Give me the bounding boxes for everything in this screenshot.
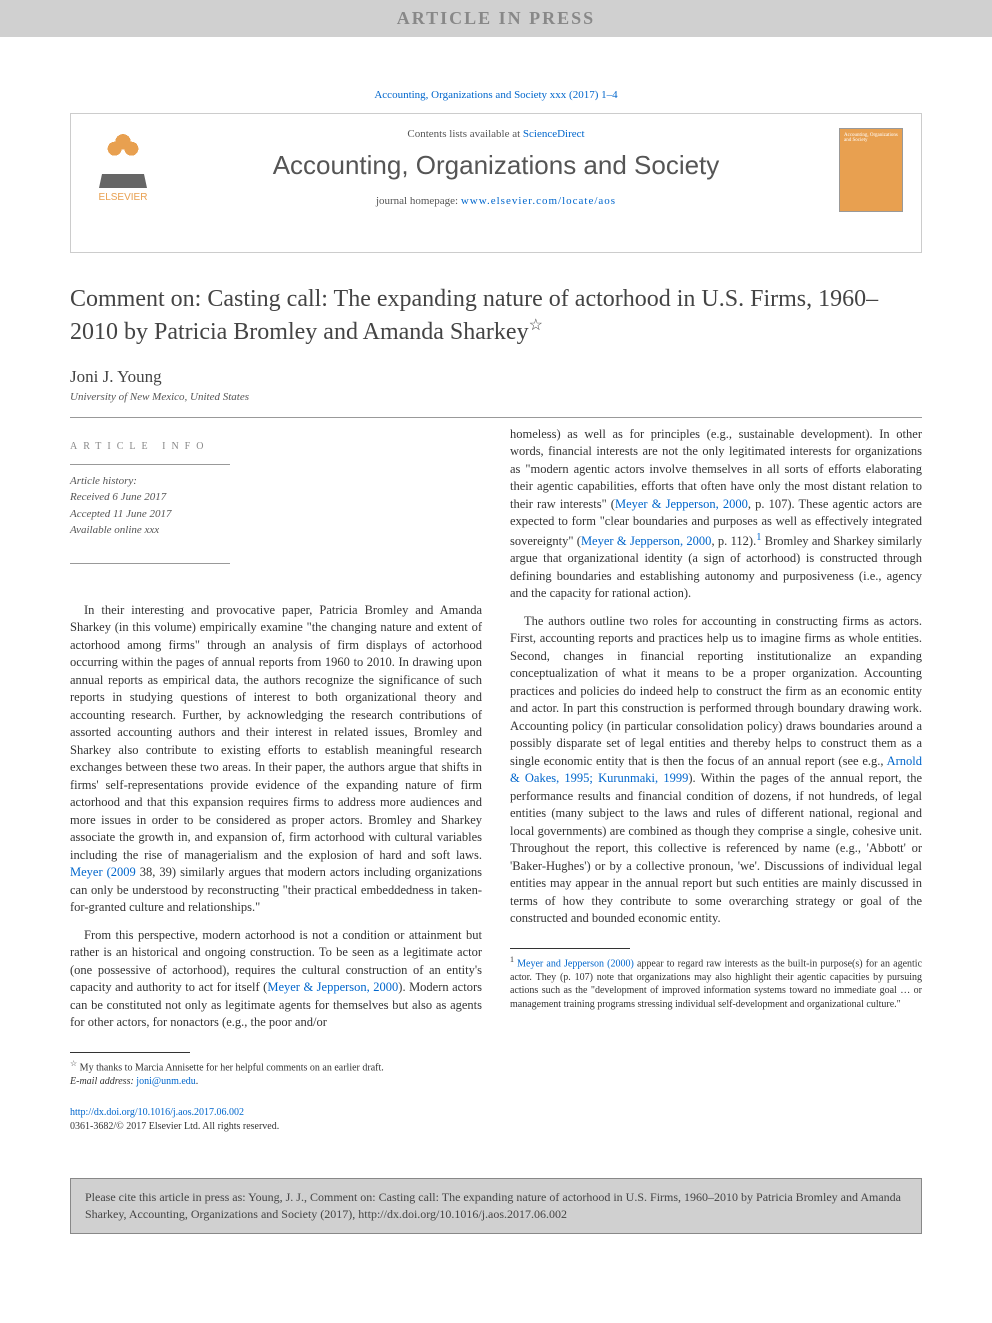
ref-meyer-jepperson-1[interactable]: Meyer & Jepperson, 2000 <box>267 980 398 994</box>
info-rule-bottom <box>70 563 230 564</box>
ref-meyer-jepperson-3[interactable]: Meyer & Jepperson, 2000 <box>581 534 712 548</box>
p3-tail: ). Within the pages of the annual report… <box>510 771 922 925</box>
contents-line: Contents lists available at ScienceDirec… <box>179 128 813 140</box>
footnote-separator-right <box>510 948 630 949</box>
homepage-prefix: journal homepage: <box>376 195 461 207</box>
email-label: E-mail address: <box>70 1076 136 1087</box>
journal-header-box: ELSEVIER Accounting, Organizations and S… <box>70 113 922 253</box>
journal-name: Accounting, Organizations and Society <box>179 150 813 181</box>
article-in-press-banner: ARTICLE IN PRESS <box>0 0 992 37</box>
elsevier-tree-icon <box>99 128 147 188</box>
header-center: Contents lists available at ScienceDirec… <box>179 128 813 207</box>
history-accepted: Accepted 11 June 2017 <box>70 506 482 523</box>
footnote-email: E-mail address: joni@unm.edu. <box>70 1075 482 1089</box>
email-link[interactable]: joni@unm.edu <box>136 1076 195 1087</box>
paragraph-2-cont: homeless) as well as for principles (e.g… <box>510 426 922 603</box>
info-rule <box>70 464 230 465</box>
left-column: ARTICLE INFO Article history: Received 6… <box>70 426 482 1134</box>
right-column: homeless) as well as for principles (e.g… <box>510 426 922 1134</box>
citation-header: Accounting, Organizations and Society xx… <box>70 89 922 101</box>
fn1-ref[interactable]: Meyer and Jepperson (2000) <box>517 958 634 969</box>
paragraph-2-start: From this perspective, modern actorhood … <box>70 927 482 1032</box>
homepage-link[interactable]: www.elsevier.com/locate/aos <box>461 195 616 207</box>
elsevier-logo: ELSEVIER <box>89 128 157 218</box>
p2-end: , p. 112). <box>711 534 756 548</box>
doi-block: http://dx.doi.org/10.1016/j.aos.2017.06.… <box>70 1106 482 1134</box>
paragraph-3: The authors outline two roles for accoun… <box>510 613 922 928</box>
footnote-1: 1 Meyer and Jepperson (2000) appear to r… <box>510 955 922 1011</box>
footnote-star: ☆ My thanks to Marcia Annisette for her … <box>70 1059 482 1075</box>
citation-box: Please cite this article in press as: Yo… <box>70 1178 922 1234</box>
author-affiliation: University of New Mexico, United States <box>70 391 922 403</box>
article-title: Comment on: Casting call: The expanding … <box>70 283 922 349</box>
author-name: Joni J. Young <box>70 367 922 387</box>
p3-text: The authors outline two roles for accoun… <box>510 614 922 768</box>
history-received: Received 6 June 2017 <box>70 489 482 506</box>
ref-meyer-jepperson-2[interactable]: Meyer & Jepperson, 2000 <box>615 497 748 511</box>
p1-text: In their interesting and provocative pap… <box>70 603 482 862</box>
paragraph-1: In their interesting and provocative pap… <box>70 602 482 917</box>
article-history: Article history: Received 6 June 2017 Ac… <box>70 473 482 539</box>
homepage-line: journal homepage: www.elsevier.com/locat… <box>179 195 813 207</box>
history-label: Article history: <box>70 473 482 490</box>
issn-copyright: 0361-3682/© 2017 Elsevier Ltd. All right… <box>70 1121 279 1132</box>
elsevier-label: ELSEVIER <box>89 192 157 203</box>
footnote-separator-left <box>70 1052 190 1053</box>
doi-link[interactable]: http://dx.doi.org/10.1016/j.aos.2017.06.… <box>70 1107 244 1118</box>
title-footnote-marker: ☆ <box>529 317 543 334</box>
history-online: Available online xxx <box>70 522 482 539</box>
rule-top <box>70 417 922 418</box>
star-text: My thanks to Marcia Annisette for her he… <box>77 1062 384 1073</box>
ref-meyer-2009[interactable]: Meyer (2009 <box>70 865 136 879</box>
contents-prefix: Contents lists available at <box>407 128 522 140</box>
journal-cover-thumbnail: Accounting, Organizations and Society <box>839 128 903 212</box>
page-content: Accounting, Organizations and Society xx… <box>0 49 992 1164</box>
title-text: Comment on: Casting call: The expanding … <box>70 286 878 345</box>
sciencedirect-link[interactable]: ScienceDirect <box>523 128 585 140</box>
two-column-body: ARTICLE INFO Article history: Received 6… <box>70 426 922 1134</box>
article-info-heading: ARTICLE INFO <box>70 440 482 454</box>
